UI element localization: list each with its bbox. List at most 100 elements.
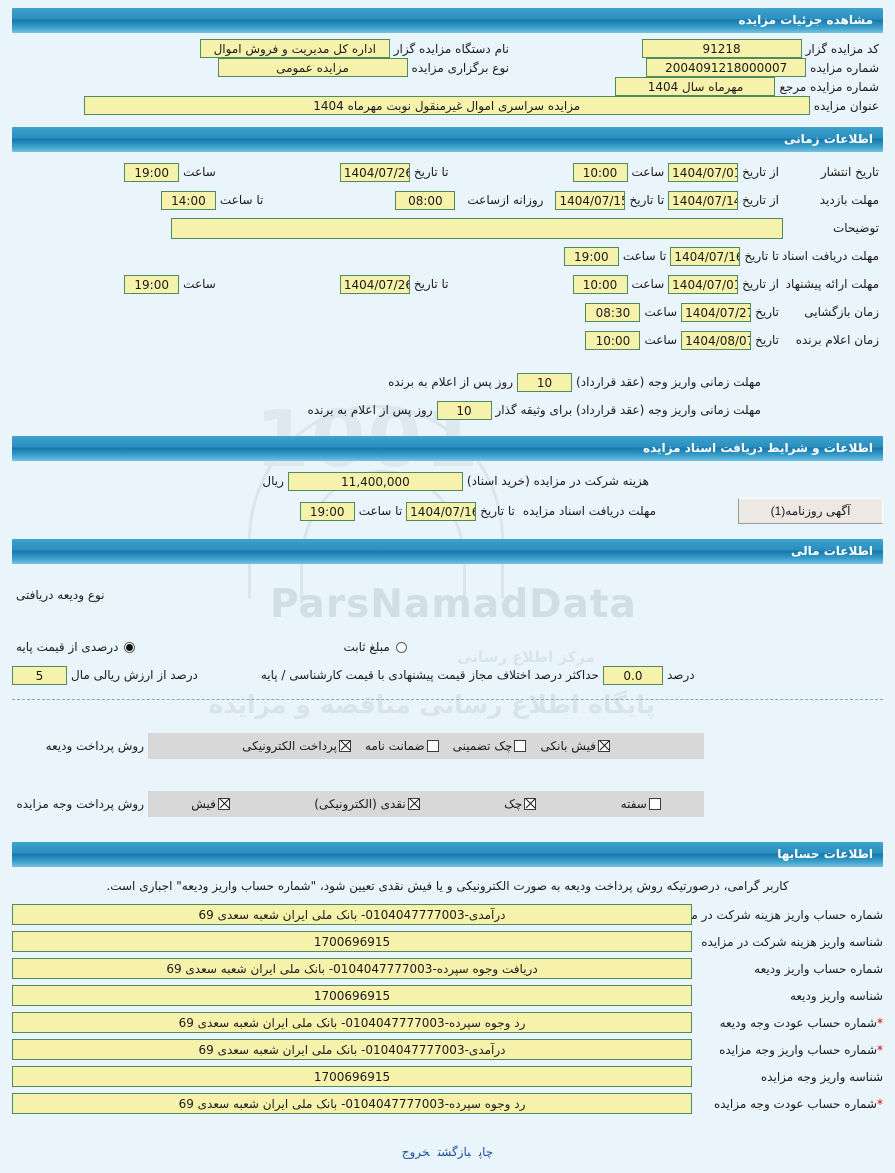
label-offer-from: از تاریخ xyxy=(742,277,779,291)
label-payment-deadline-collateral: مهلت زمانی واریز وجه (عقد قرارداد) برای … xyxy=(495,403,761,417)
checkbox-guaranteed-cheque[interactable] xyxy=(514,740,527,752)
section-body-details: کد مزایده گزار 91218 نام دستگاه مزایده گ… xyxy=(0,33,895,121)
value-account-auction-payment: درآمدی-0104047777003- بانک ملی ایران شعب… xyxy=(12,1039,692,1060)
label-type: نوع برگزاری مزایده xyxy=(411,60,509,75)
account-row: شناسه واریز وجه مزایده 1700696915 xyxy=(12,1063,883,1090)
account-row: شماره حساب واریز هزینه شرکت در مزایده در… xyxy=(12,901,883,928)
row-publish-date: تاریخ انتشار از تاریخ 1404/07/01 ساعت 10… xyxy=(12,158,883,186)
label-offer-hour: ساعت xyxy=(631,277,665,291)
row-title: عنوان مزایده مزایده سراسری اموال غیرمنقو… xyxy=(12,96,883,115)
value-title: مزایده سراسری اموال غیرمنقول نوبت مهرماه… xyxy=(83,96,810,115)
option-receipt[interactable]: فیش xyxy=(191,797,230,811)
label-account-deposit-return: *شماره حساب عودت وجه ودیعه xyxy=(692,1016,883,1030)
required-star-icon: * xyxy=(877,1096,883,1111)
section-header-financial: اطلاعات مالی xyxy=(12,539,883,564)
accounts-note: کاربر گرامی، درصورتیکه روش پرداخت ودیعه … xyxy=(106,879,789,893)
option-percent-of-base[interactable]: درصدی از قیمت پایه xyxy=(12,640,136,654)
account-row: *شماره حساب عودت وجه مزایده رد وجوه سپرد… xyxy=(12,1090,883,1117)
label-ref: شماره مزایده مرجع xyxy=(779,79,879,94)
account-row: *شماره حساب عودت وجه ودیعه رد وجوه سپرده… xyxy=(12,1009,883,1036)
value-docs-receive-hour: 19:00 xyxy=(299,501,355,521)
label-winner: زمان اعلام برنده xyxy=(795,333,879,347)
value-shenase-participation-cost: 1700696915 xyxy=(12,931,692,952)
label-offer-to-hour: ساعت xyxy=(183,277,216,291)
value-publish-from-date: 1404/07/01 xyxy=(668,162,739,182)
value-account-deposit: دریافت وجوه سپرده-0104047777003- بانک مل… xyxy=(12,958,692,979)
account-row: شماره حساب واریز ودیعه دریافت وجوه سپرده… xyxy=(12,955,883,982)
checkbox-cash-electronic[interactable] xyxy=(407,798,420,810)
row-docs-receive-deadline: آگهی روزنامه(1) مهلت دریافت اسناد مزایده… xyxy=(12,495,883,527)
divider xyxy=(12,699,883,700)
section-body-time: تاریخ انتشار از تاریخ 1404/07/01 ساعت 10… xyxy=(0,152,895,430)
option-electronic-payment[interactable]: پرداخت الکترونیکی xyxy=(242,739,351,753)
checkbox-cheque[interactable] xyxy=(524,798,537,810)
section-body-financial: نوع ودیعه دریافتی مبلغ ثابت درصدی از قیم… xyxy=(0,564,895,836)
value-offer-from-date: 1404/07/01 xyxy=(668,274,739,294)
label-text: شماره حساب واریز وجه مزایده xyxy=(719,1042,877,1057)
value-account-deposit-return: رد وجوه سپرده-0104047777003- بانک ملی ای… xyxy=(12,1012,692,1033)
label-bank-receipt: فیش بانکی xyxy=(540,739,596,753)
exit-link[interactable]: خروج xyxy=(401,1145,430,1159)
option-promissory-note[interactable]: سفته xyxy=(621,797,661,811)
checkbox-promissory-note[interactable] xyxy=(648,798,661,810)
value-code: 91218 xyxy=(641,39,802,58)
label-publish: تاریخ انتشار xyxy=(820,165,879,179)
required-star-icon: * xyxy=(877,1015,883,1030)
option-guarantee-letter[interactable]: ضمانت نامه xyxy=(365,739,439,753)
label-cost-unit: ریال xyxy=(262,474,284,488)
value-docs-hour: 19:00 xyxy=(563,246,619,266)
label-docs-receive-to: تا تاریخ xyxy=(480,504,515,518)
account-row: شناسه واریز هزینه شرکت در مزایده 1700696… xyxy=(12,928,883,955)
label-deposit-type: نوع ودیعه دریافتی xyxy=(16,588,105,602)
checkbox-bank-receipt[interactable] xyxy=(597,740,610,752)
value-offer-to-date: 1404/07/26 xyxy=(339,274,410,294)
option-guaranteed-cheque[interactable]: چک تضمینی xyxy=(453,739,527,753)
label-docs-hour: تا ساعت xyxy=(622,249,667,263)
checkbox-receipt[interactable] xyxy=(217,798,230,810)
newspaper-ad-button[interactable]: آگهی روزنامه(1) xyxy=(738,498,883,524)
option-bank-receipt[interactable]: فیش بانکی xyxy=(540,739,610,753)
checkbox-guarantee-letter[interactable] xyxy=(426,740,439,752)
label-account-deposit: شماره حساب واریز ودیعه xyxy=(754,961,883,976)
label-publish-to-hour: ساعت xyxy=(183,165,216,179)
row-number-and-type: شماره مزایده 2004091218000007 نوع برگزار… xyxy=(12,58,883,77)
option-fixed-amount[interactable]: مبلغ ثابت xyxy=(339,640,407,654)
value-visit-daily-from: 08:00 xyxy=(395,190,456,210)
label-shenase-participation-cost: شناسه واریز هزینه شرکت در مزایده xyxy=(701,934,883,949)
value-description[interactable] xyxy=(171,217,783,239)
value-shenase-deposit: 1700696915 xyxy=(12,985,692,1006)
label-description: توضیحات xyxy=(832,221,879,235)
row-description: توضیحات xyxy=(12,214,883,242)
option-cash-electronic[interactable]: نقدی (الکترونیکی) xyxy=(314,797,420,811)
radio-percent-of-base[interactable] xyxy=(124,641,136,653)
value-publish-to-date: 1404/07/26 xyxy=(339,162,410,182)
label-code: کد مزایده گزار xyxy=(805,41,879,56)
label-visit-daily-to: تا ساعت xyxy=(219,193,264,207)
back-link[interactable]: بازگشت xyxy=(437,1145,471,1159)
label-visit-to: تا تاریخ xyxy=(629,193,665,207)
section-header-details: مشاهده جزئیات مزایده xyxy=(12,8,883,33)
section-body-accounts: کاربر گرامی، درصورتیکه روش پرداخت ودیعه … xyxy=(0,867,895,1123)
label-org: نام دستگاه مزایده گزار xyxy=(393,41,509,56)
label-account-participation-cost: شماره حساب واریز هزینه شرکت در مزایده xyxy=(665,907,883,922)
label-visit: مهلت بازدید xyxy=(819,193,879,207)
value-publish-to-hour: 19:00 xyxy=(124,162,180,182)
label-percent-of-base: درصدی از قیمت پایه xyxy=(16,640,119,654)
print-link[interactable]: چاپ xyxy=(478,1145,494,1159)
checkbox-electronic-payment[interactable] xyxy=(339,740,351,752)
label-publish-from: از تاریخ xyxy=(742,165,779,179)
row-deposit-type: نوع ودیعه دریافتی xyxy=(12,570,883,609)
auction-payment-options: سفته چک نقدی (الکترونیکی) فیش xyxy=(148,791,704,817)
value-publish-hour: 10:00 xyxy=(572,162,628,182)
row-deposit-payment-method: فیش بانکی چک تضمینی ضمانت نامه پرداخت ال… xyxy=(12,730,883,762)
row-docs-deadline: مهلت دریافت اسناد تا تاریخ 1404/07/16 تا… xyxy=(12,242,883,270)
radio-fixed-amount[interactable] xyxy=(395,641,407,653)
row-ref: شماره مزایده مرجع مهرماه سال 1404 xyxy=(12,77,883,96)
option-cheque[interactable]: چک xyxy=(504,797,537,811)
value-percent: 5 xyxy=(12,665,67,685)
label-number: شماره مزایده xyxy=(810,60,879,75)
label-account-auction-payment: *شماره حساب واریز وجه مزایده xyxy=(692,1043,883,1057)
value-docs-to-date: 1404/07/16 xyxy=(670,246,741,266)
value-ref: مهرماه سال 1404 xyxy=(615,77,776,96)
